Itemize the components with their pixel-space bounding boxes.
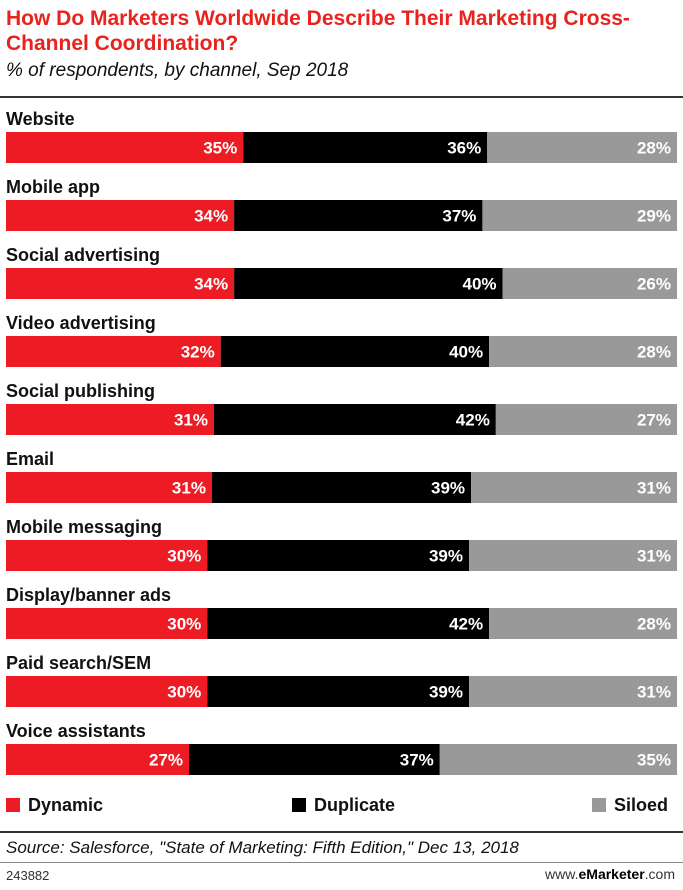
legend-item-siloed: Siloed (592, 793, 668, 817)
data-label: 35% (203, 139, 237, 158)
bar-segment-dynamic (6, 200, 235, 231)
category-label: Social publishing (6, 381, 155, 401)
data-label: 27% (149, 751, 183, 770)
chart-id: 243882 (6, 868, 50, 883)
data-label: 31% (637, 547, 671, 566)
bar-segment-siloed (502, 268, 677, 299)
brand-logo: www.eMarketer.com (545, 866, 675, 882)
data-label: 31% (172, 479, 206, 498)
data-label: 28% (637, 615, 671, 634)
legend-label-duplicate: Duplicate (314, 794, 396, 815)
category-label: Display/banner ads (6, 585, 171, 605)
legend-swatch-dynamic (6, 798, 20, 812)
legend-item-dynamic: Dynamic (6, 793, 103, 817)
data-label: 27% (637, 411, 671, 430)
category-label: Mobile app (6, 177, 100, 197)
bar-segment-siloed (468, 540, 677, 571)
data-label: 34% (194, 207, 228, 226)
legend-swatch-siloed (592, 798, 606, 812)
data-label: 35% (637, 751, 671, 770)
category-label: Paid search/SEM (6, 653, 151, 673)
bar-segment-duplicate (234, 200, 483, 231)
category-label: Website (6, 109, 75, 129)
data-label: 31% (174, 411, 208, 430)
category-label: Mobile messaging (6, 517, 162, 537)
bar-segment-dynamic (6, 676, 208, 707)
data-label: 26% (637, 275, 671, 294)
bottom-divider (0, 831, 683, 833)
chart-title: How Do Marketers Worldwide Describe Thei… (6, 7, 630, 55)
data-label: 28% (637, 139, 671, 158)
bar-segment-siloed (468, 676, 677, 707)
bar-segment-siloed (489, 336, 677, 367)
legend-swatch-duplicate (292, 798, 306, 812)
bar-segment-duplicate (243, 132, 488, 163)
data-label: 37% (442, 207, 476, 226)
data-label: 31% (637, 683, 671, 702)
bar-segment-dynamic (6, 744, 189, 775)
brand-suffix: .com (644, 866, 675, 882)
bar-segment-dynamic (6, 132, 244, 163)
category-label: Email (6, 449, 54, 469)
bar-segment-dynamic (6, 608, 208, 639)
data-label: 30% (167, 615, 201, 634)
legend-item-duplicate: Duplicate (292, 793, 395, 817)
data-label: 39% (431, 479, 465, 498)
data-label: 40% (463, 275, 497, 294)
legend-label-siloed: Siloed (614, 794, 669, 815)
bar-segment-dynamic (6, 268, 235, 299)
bar-segment-duplicate (189, 744, 440, 775)
category-label: Voice assistants (6, 721, 146, 741)
data-label: 39% (429, 683, 463, 702)
bar-segment-duplicate (214, 404, 496, 435)
top-divider (0, 96, 683, 98)
bar-segment-dynamic (6, 540, 208, 571)
bar-segment-siloed (495, 404, 677, 435)
data-label: 30% (167, 547, 201, 566)
data-label: 39% (429, 547, 463, 566)
data-label: 28% (637, 343, 671, 362)
brand-bold: eMarketer (578, 866, 645, 882)
bar-segment-dynamic (6, 472, 212, 503)
bar-segment-siloed (487, 132, 677, 163)
bar-segment-duplicate (234, 268, 503, 299)
data-label: 34% (194, 275, 228, 294)
bar-segment-duplicate (211, 472, 472, 503)
stacked-bar-chart: Website 35% 36% 28% Mobile app 34% 37% 29% Socia… (6, 109, 677, 775)
bar-segment-duplicate (207, 540, 469, 571)
data-label: 29% (637, 207, 671, 226)
bar-segment-dynamic (6, 336, 221, 367)
data-label: 40% (449, 343, 483, 362)
brand-prefix: www. (545, 866, 579, 882)
bar-segment-siloed (489, 608, 677, 639)
data-label: 36% (447, 139, 481, 158)
data-label: 42% (449, 615, 483, 634)
category-label: Video advertising (6, 313, 156, 333)
footer-divider (0, 862, 683, 863)
bar-segment-siloed (482, 200, 677, 231)
legend-label-dynamic: Dynamic (28, 794, 104, 815)
category-label: Social advertising (6, 245, 160, 265)
source-note: Source: Salesforce, "State of Marketing:… (6, 838, 519, 857)
chart-subtitle: % of respondents, by channel, Sep 2018 (6, 60, 349, 81)
data-label: 31% (637, 479, 671, 498)
data-label: 32% (181, 343, 215, 362)
bar-segment-dynamic (6, 404, 215, 435)
bar-segment-siloed (471, 472, 677, 503)
data-label: 30% (167, 683, 201, 702)
bar-segment-duplicate (220, 336, 490, 367)
data-label: 42% (456, 411, 490, 430)
data-label: 37% (400, 751, 434, 770)
bar-segment-siloed (439, 744, 677, 775)
bar-segment-duplicate (207, 676, 469, 707)
bar-segment-duplicate (207, 608, 490, 639)
